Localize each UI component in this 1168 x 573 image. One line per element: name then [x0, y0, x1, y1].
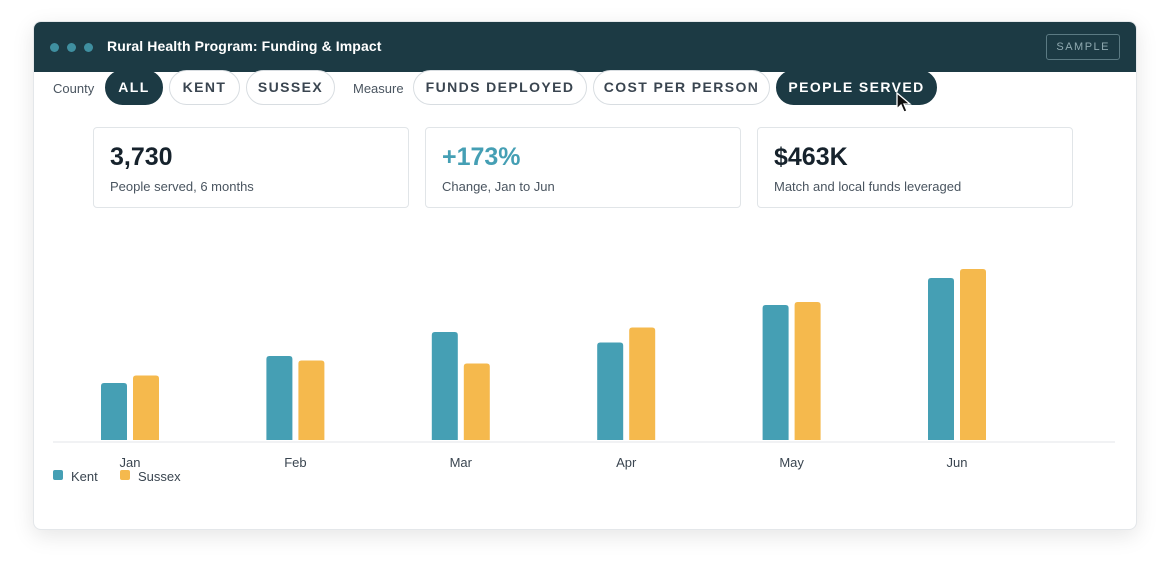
- bar-sussex-feb[interactable]: [298, 360, 325, 441]
- county-pill-sussex[interactable]: SUSSEX: [246, 70, 335, 105]
- bar-kent-apr[interactable]: [597, 342, 624, 441]
- county-pill-all[interactable]: ALL: [105, 70, 163, 105]
- legend-label-sussex: Sussex: [138, 469, 181, 484]
- stat-card-people-served: 3,730 People served, 6 months: [93, 127, 409, 208]
- legend-swatch-sussex: [120, 470, 130, 480]
- window-dot-icon: [84, 43, 93, 52]
- legend-label-kent: Kent: [71, 469, 98, 484]
- window-dot-icon: [67, 43, 76, 52]
- sample-badge: SAMPLE: [1046, 34, 1120, 60]
- stat-value: +173%: [442, 143, 521, 171]
- bar-sussex-jan[interactable]: [133, 375, 159, 441]
- x-tick-label: Jun: [947, 455, 968, 470]
- window-title: Rural Health Program: Funding & Impact: [107, 38, 382, 54]
- county-label: County: [53, 81, 95, 96]
- stat-label: People served, 6 months: [110, 179, 254, 194]
- stat-value: 3,730: [110, 143, 173, 171]
- bar-kent-feb[interactable]: [266, 356, 293, 440]
- county-pill-kent[interactable]: KENT: [169, 70, 240, 105]
- bar-sussex-mar[interactable]: [463, 363, 490, 441]
- bar-sussex-apr[interactable]: [629, 327, 656, 441]
- stat-card-leveraged: $463K Match and local funds leveraged: [757, 127, 1073, 208]
- x-tick-label: Mar: [450, 455, 473, 470]
- measure-pill-funds-deployed[interactable]: FUNDS DEPLOYED: [413, 70, 587, 105]
- x-tick-label: Jan: [120, 455, 141, 470]
- bar-kent-jan[interactable]: [101, 383, 127, 440]
- x-tick-label: Feb: [284, 455, 306, 470]
- bar-kent-may[interactable]: [762, 305, 789, 440]
- bar-kent-jun[interactable]: [928, 278, 954, 440]
- bar-sussex-jun[interactable]: [960, 269, 986, 440]
- x-tick-label: Apr: [616, 455, 637, 470]
- measure-pill-cost-per-person[interactable]: COST PER PERSON: [593, 70, 770, 105]
- bar-kent-mar[interactable]: [431, 332, 458, 440]
- mouse-pointer-icon: [896, 92, 912, 113]
- title-bar: Rural Health Program: Funding & Impact S…: [34, 22, 1136, 72]
- x-tick-label: May: [779, 455, 804, 470]
- legend-swatch-kent: [53, 470, 63, 480]
- stat-value: $463K: [774, 143, 848, 171]
- measure-pill-people-served[interactable]: PEOPLE SERVED: [776, 70, 937, 105]
- dashboard-card: Rural Health Program: Funding & Impact S…: [33, 21, 1137, 530]
- stat-card-change: +173% Change, Jan to Jun: [425, 127, 741, 208]
- stat-label: Change, Jan to Jun: [442, 179, 555, 194]
- window-dot-icon: [50, 43, 59, 52]
- measure-label: Measure: [353, 81, 404, 96]
- bar-sussex-may[interactable]: [794, 302, 821, 440]
- stat-label: Match and local funds leveraged: [774, 179, 962, 194]
